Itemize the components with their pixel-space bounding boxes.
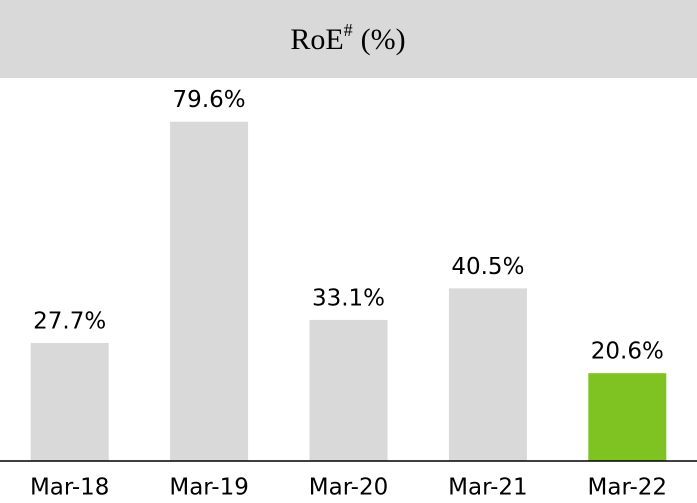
x-tick-label: Mar-18 [30,475,110,501]
title-text: RoE [290,23,343,56]
value-label: 20.6% [591,339,664,365]
x-tick-label: Mar-19 [169,475,249,501]
title-band [0,0,697,78]
value-label: 79.6% [173,87,246,113]
value-label: 40.5% [451,254,524,280]
chart-title: RoE# (%) [290,20,405,56]
value-label: 27.7% [33,308,106,334]
title-unit: (%) [361,23,406,56]
bar [448,288,527,461]
value-label: 33.1% [312,285,385,311]
bar [309,319,388,461]
x-tick-label: Mar-21 [448,475,528,501]
bar [170,121,249,461]
title-superscript: # [344,20,353,40]
bar [588,373,667,461]
x-tick-label: Mar-22 [588,475,668,501]
bar [30,342,109,461]
x-tick-label: Mar-20 [309,475,389,501]
